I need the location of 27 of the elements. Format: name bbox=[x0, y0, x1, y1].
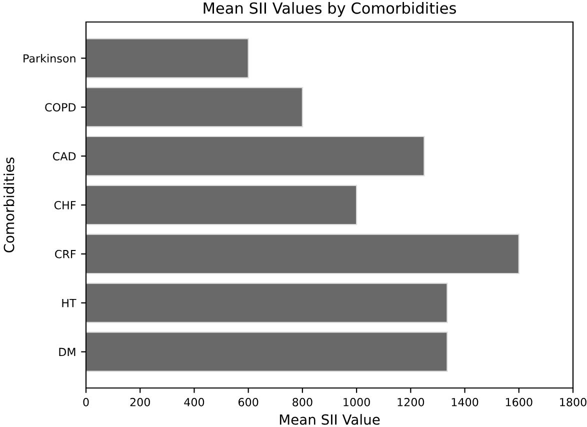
y-tick-label: COPD bbox=[45, 103, 76, 112]
y-tick-label: CRF bbox=[55, 250, 76, 258]
x-tick-label: 1400 bbox=[452, 398, 478, 406]
bar bbox=[86, 184, 358, 226]
x-tick-label: 400 bbox=[184, 398, 204, 406]
x-tick-label: 0 bbox=[83, 398, 89, 406]
y-tick-label: DM bbox=[59, 348, 76, 356]
x-tick-label: 1000 bbox=[344, 398, 370, 406]
y-tick-label: CAD bbox=[52, 152, 76, 160]
bar bbox=[86, 38, 249, 78]
x-tick-label: 1200 bbox=[398, 398, 424, 406]
bar bbox=[86, 87, 303, 128]
x-tick-label: 1600 bbox=[506, 398, 532, 406]
y-tick-label: CHF bbox=[54, 200, 76, 210]
x-tick-label: 1800 bbox=[560, 398, 586, 406]
x-tick-label: 600 bbox=[238, 398, 258, 406]
y-tick-label: Parkinson bbox=[24, 54, 76, 63]
y-axis-title: Comorbidities bbox=[4, 157, 14, 252]
chart-title: Mean SII Values by Comorbidities bbox=[204, 2, 456, 17]
x-tick-label: 200 bbox=[130, 398, 150, 406]
bar bbox=[86, 332, 448, 372]
y-tick-label: HT bbox=[62, 298, 76, 308]
x-axis-title: Mean SII Value bbox=[280, 414, 380, 425]
x-tick-label: 800 bbox=[292, 398, 312, 406]
bar bbox=[86, 136, 425, 176]
bar bbox=[86, 282, 448, 323]
bar bbox=[86, 234, 520, 274]
